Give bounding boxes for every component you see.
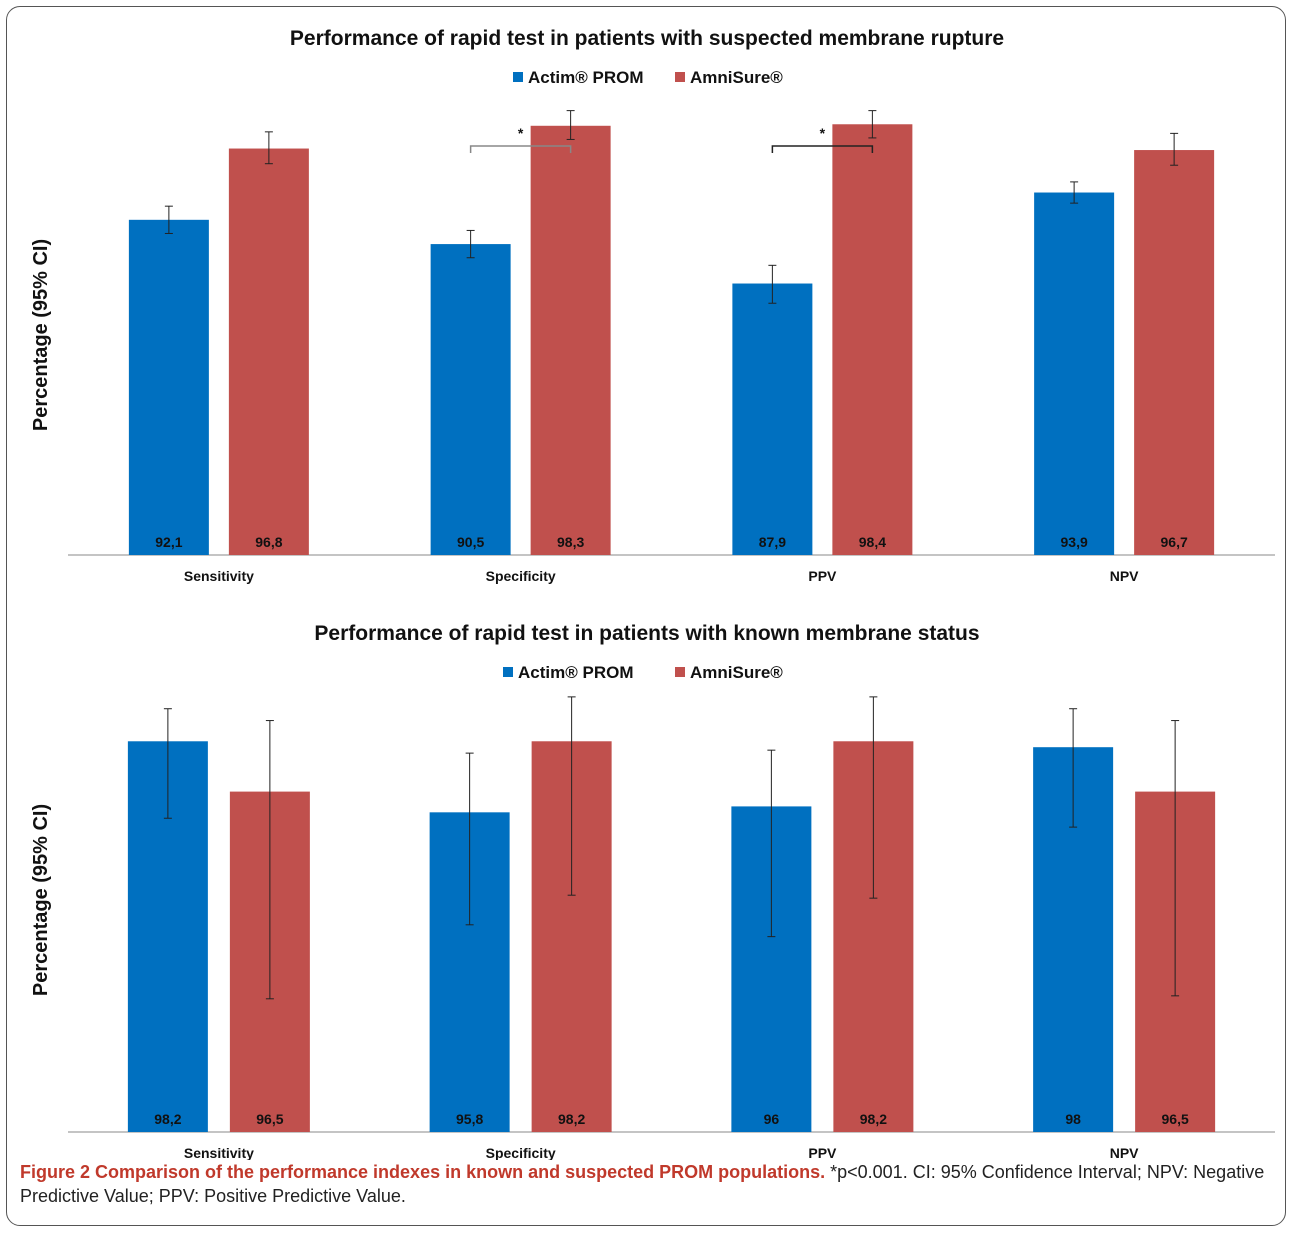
data-label: 96 bbox=[764, 1111, 780, 1127]
chart-1-legend-swatch-amnisure bbox=[675, 72, 685, 82]
chart-1-legend: Actim® PROM AmniSure® bbox=[513, 68, 783, 87]
data-label: 96,7 bbox=[1161, 534, 1188, 550]
bar bbox=[1034, 192, 1115, 555]
x-tick-label: Specificity bbox=[486, 1145, 556, 1160]
x-tick-label: Specificity bbox=[486, 568, 556, 584]
x-tick-label: Sensitivity bbox=[184, 1145, 254, 1160]
significance-marker: * bbox=[518, 125, 524, 141]
bar bbox=[128, 219, 209, 556]
data-label: 87,9 bbox=[759, 534, 786, 550]
chart-2-y-axis-label: Percentage (95% CI) bbox=[30, 804, 52, 996]
significance-marker: * bbox=[820, 125, 826, 141]
figure-caption-text: *p<0.001. CI: 95% Confidence Interval; N… bbox=[20, 1162, 1265, 1206]
data-label: 96,5 bbox=[1162, 1111, 1189, 1127]
figure-caption-title: Figure 2 Comparison of the performance i… bbox=[20, 1162, 826, 1182]
data-label: 98,2 bbox=[154, 1111, 181, 1127]
chart-1-legend-label-actim: Actim® PROM bbox=[528, 68, 643, 87]
chart-2-title: Performance of rapid test in patients wi… bbox=[314, 622, 979, 645]
chart-1-title: Performance of rapid test in patients wi… bbox=[290, 27, 1004, 50]
data-label: 96,5 bbox=[256, 1111, 283, 1127]
bar bbox=[430, 244, 511, 556]
chart-2-plot: Sensitivity 98,2 96,5 Specificity 95,8 98,2 PP… bbox=[68, 696, 1275, 1160]
data-label: 96,8 bbox=[255, 534, 282, 550]
chart-1-legend-swatch-actim bbox=[513, 72, 523, 82]
x-tick-label: PPV bbox=[808, 568, 837, 584]
x-tick-label: PPV bbox=[808, 1145, 837, 1160]
bar bbox=[832, 124, 913, 556]
data-label: 92,1 bbox=[155, 534, 182, 550]
chart-2-legend-swatch-actim bbox=[503, 667, 513, 677]
bar bbox=[1134, 150, 1215, 556]
figure-charts: Performance of rapid test in patients wi… bbox=[30, 27, 1275, 1160]
data-label: 98,3 bbox=[557, 534, 584, 550]
data-label: 98 bbox=[1065, 1111, 1081, 1127]
figure-caption: Figure 2 Comparison of the performance i… bbox=[20, 1160, 1270, 1208]
x-tick-label: NPV bbox=[1110, 1145, 1139, 1160]
data-label: 95,8 bbox=[456, 1111, 483, 1127]
chart-2-legend-swatch-amnisure bbox=[675, 667, 685, 677]
data-label: 98,2 bbox=[558, 1111, 585, 1127]
data-label: 90,5 bbox=[457, 534, 484, 550]
bar bbox=[228, 148, 309, 556]
significance-bracket bbox=[469, 145, 572, 153]
data-label: 93,9 bbox=[1061, 534, 1088, 550]
x-tick-label: Sensitivity bbox=[184, 568, 254, 584]
significance-bracket bbox=[771, 145, 874, 153]
chart-2-legend: Actim® PROM AmniSure® bbox=[503, 663, 783, 682]
chart-2-legend-label-actim: Actim® PROM bbox=[518, 663, 633, 682]
chart-2-legend-label-amnisure: AmniSure® bbox=[690, 663, 783, 682]
bar bbox=[530, 125, 611, 556]
bar bbox=[732, 283, 813, 555]
data-label: 98,2 bbox=[860, 1111, 887, 1127]
data-label: 98,4 bbox=[859, 534, 886, 550]
x-tick-label: NPV bbox=[1110, 568, 1139, 584]
chart-1-y-axis-label: Percentage (95% CI) bbox=[30, 239, 52, 431]
chart-1-legend-label-amnisure: AmniSure® bbox=[690, 68, 783, 87]
chart-1-plot: Sensitivity 92,1 96,8 Specificity 90,5 98,3 PP… bbox=[68, 110, 1275, 584]
